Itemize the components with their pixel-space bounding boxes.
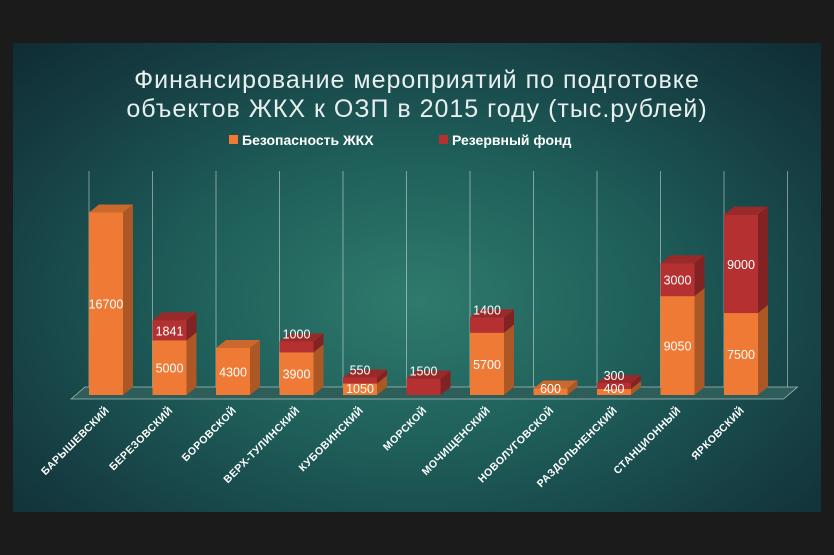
bar-reserve-4 <box>343 369 387 384</box>
bar-security-8-side <box>631 381 641 395</box>
slide: Финансирование мероприятий по подготовке… <box>13 43 821 512</box>
category-label-4: КУБОВИНСКИЙ <box>296 404 366 474</box>
data-label-security-6: 5700 <box>473 358 501 372</box>
bar-security-3-front <box>279 352 314 395</box>
bar-reserve-3 <box>279 333 324 353</box>
data-label-reserve-4: 550 <box>350 364 371 378</box>
bar-security-10-front <box>724 313 758 395</box>
bar-security-9-front <box>660 296 695 395</box>
bar-reserve-6-front <box>470 317 504 333</box>
bar-reserve-9 <box>660 255 705 297</box>
bar-reserve-10-front <box>724 214 758 314</box>
data-label-security-2: 4300 <box>219 366 247 380</box>
bar-security-0-side <box>123 204 133 395</box>
bar-reserve-9-front <box>660 263 695 297</box>
bar-security-1-front <box>152 340 187 395</box>
data-label-security-8: 400 <box>604 382 625 396</box>
bar-security-6-front <box>470 332 504 395</box>
bar-security-7-front <box>533 388 568 395</box>
bar-reserve-6 <box>470 309 514 333</box>
bar-security-8-front <box>597 389 631 395</box>
bar-reserve-8-side <box>631 375 641 389</box>
chart-title-line-1: Финансирование мероприятий по подготовке <box>134 66 700 94</box>
bar-reserve-3-side <box>313 333 324 353</box>
bar-security-1-side <box>186 332 197 395</box>
data-labels: 16700 5000 1841 4300 3900 1000 1050 550 1500 5700… <box>89 258 755 396</box>
bar-security-10 <box>724 305 768 395</box>
bar-reserve-1-side <box>186 312 197 341</box>
bar-security-6-side <box>504 324 514 395</box>
bar-security-4-side <box>377 375 387 395</box>
data-label-security-0: 16700 <box>89 298 124 312</box>
legend-swatch-series-2 <box>439 135 448 144</box>
bar-reserve-5 <box>406 370 451 395</box>
bar-security-9-side <box>694 288 705 395</box>
chart: Финансирование мероприятий по подготовке… <box>38 66 799 490</box>
bar-security-2-side <box>250 340 260 395</box>
bar-reserve-4-side <box>377 369 387 384</box>
category-label-0: БАРЫШЕВСКИЙ <box>38 404 112 478</box>
bar-reserve-6-side <box>504 309 514 333</box>
data-label-security-4: 1050 <box>346 382 374 396</box>
bar-reserve-5-top <box>406 370 451 379</box>
bar-security-3-side <box>313 344 324 395</box>
bar-reserve-10-top <box>724 206 768 215</box>
bar-security-0-top <box>89 204 133 213</box>
bar-reserve-8 <box>597 375 641 389</box>
bar-security-7-top <box>533 380 578 389</box>
bar-security-2-top <box>216 340 260 349</box>
legend: Безопасность ЖКХ Резервный фонд <box>229 132 571 148</box>
data-label-security-3: 3900 <box>283 368 311 382</box>
data-label-security-9: 9050 <box>664 340 692 354</box>
bar-security-4-front <box>343 383 377 395</box>
category-label-10: ЯРКОВСКИЙ <box>688 404 747 463</box>
bar-reserve-10-side <box>758 206 768 314</box>
bar-security-0 <box>89 204 133 395</box>
bar-reserve-1 <box>152 312 197 341</box>
category-label-1: БЕРЕЗОВСКИЙ <box>106 404 175 473</box>
bars <box>89 204 768 395</box>
data-label-reserve-6: 1400 <box>473 303 501 317</box>
legend-label-series-2: Резервный фонд <box>452 132 571 148</box>
data-label-security-1: 5000 <box>156 362 184 376</box>
bar-reserve-10 <box>724 206 768 314</box>
data-label-reserve-8: 300 <box>604 369 625 383</box>
data-label-reserve-9: 3000 <box>664 274 692 288</box>
data-label-reserve-1: 1841 <box>156 324 184 338</box>
category-label-5: МОРСКОЙ <box>380 404 429 453</box>
data-label-security-7: 600 <box>540 382 561 396</box>
bar-reserve-8-front <box>597 383 631 389</box>
data-label-security-10: 7500 <box>727 348 755 362</box>
bar-security-2 <box>216 340 260 395</box>
category-label-2: БОРОВСКОЙ <box>179 404 239 464</box>
chart-title: Финансирование мероприятий по подготовке… <box>126 66 707 123</box>
bar-reserve-9-side <box>694 255 705 297</box>
data-label-reserve-10: 9000 <box>727 258 755 272</box>
legend-swatch-series-1 <box>229 135 238 144</box>
bar-security-10-side <box>758 305 768 395</box>
category-label-6: МОЧИЩЕНСКИЙ <box>419 404 493 478</box>
bar-reserve-9-top <box>660 255 705 264</box>
data-label-reserve-5: 1500 <box>410 365 438 379</box>
category-label-9: СТАНЦИОННЫЙ <box>611 404 684 477</box>
bar-reserve-8-top <box>597 375 641 383</box>
bar-security-7-side <box>567 380 578 395</box>
bar-security-0-front <box>89 212 123 395</box>
bar-reserve-3-front <box>279 341 314 353</box>
bar-security-2-front <box>216 348 250 395</box>
bar-reserve-5-front <box>406 378 441 395</box>
bar-security-7 <box>533 380 578 395</box>
bar-reserve-6-top <box>470 309 514 318</box>
bar-reserve-5-side <box>440 370 451 395</box>
legend-label-series-1: Безопасность ЖКХ <box>242 132 374 148</box>
bar-reserve-1-front <box>152 320 187 341</box>
data-label-reserve-3: 1000 <box>283 327 311 341</box>
bar-reserve-1-top <box>152 312 197 321</box>
chart-title-line-2: объектов ЖКХ к ОЗП в 2015 году (тыс.рубл… <box>126 95 707 123</box>
bar-reserve-4-top <box>343 369 387 378</box>
bar-reserve-4-front <box>343 377 377 384</box>
bar-reserve-3-top <box>279 333 324 342</box>
